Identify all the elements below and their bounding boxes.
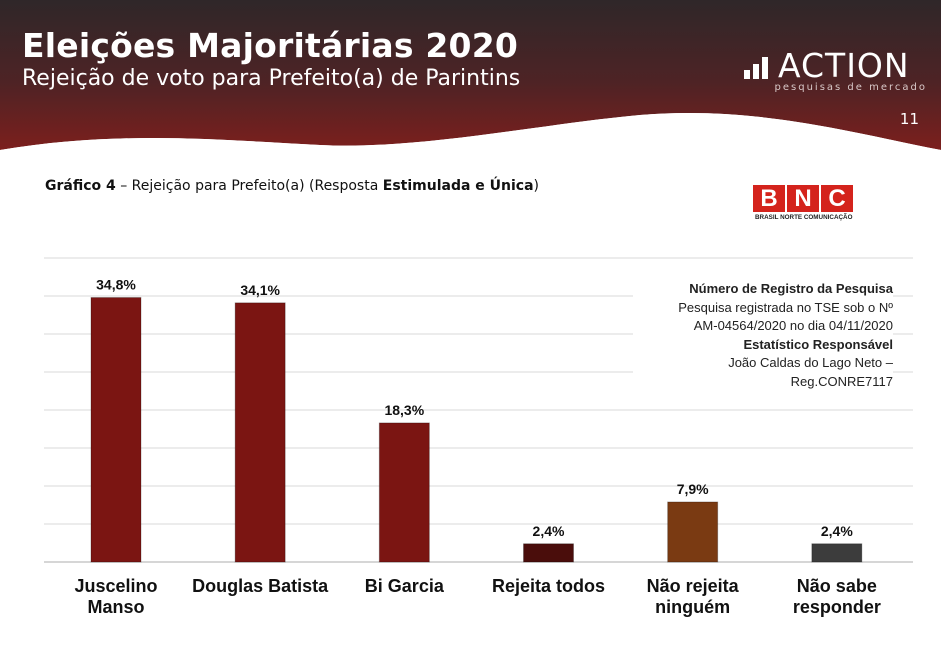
bar (234, 302, 286, 563)
caption-text: – Rejeição para Prefeito(a) (Resposta (115, 178, 383, 194)
caption-prefix: Gráfico 4 (45, 178, 116, 194)
page-title: Eleições Majoritárias 2020 (22, 26, 519, 65)
action-logo: ACTION pesquisas de mercado (744, 46, 929, 96)
data-label: 2,4% (533, 523, 565, 539)
bars-chart-icon (744, 57, 774, 79)
category-label: responder (793, 597, 881, 617)
header-background (0, 0, 941, 165)
category-label: Não rejeita (647, 576, 740, 596)
category-label: ninguém (655, 597, 730, 617)
category-label: Bi Garcia (365, 576, 445, 596)
chart-caption: Gráfico 4 – Rejeição para Prefeito(a) (R… (45, 178, 539, 194)
bar (667, 501, 719, 563)
page-subtitle: Rejeição de voto para Prefeito(a) de Par… (22, 66, 521, 91)
category-label: Manso (87, 597, 144, 617)
registration-box: Número de Registro da Pesquisa Pesquisa … (633, 280, 893, 391)
logo-word: ACTION (778, 46, 910, 85)
bnc-letter-c: C (821, 185, 853, 212)
statistician-heading: Estatístico Responsável (743, 336, 893, 352)
registration-line-2: AM-04564/2020 no dia 04/11/2020 (693, 318, 893, 333)
bnc-logo: B N C BRASIL NORTE COMUNICAÇÃO (753, 185, 853, 225)
bar (811, 543, 863, 563)
category-label: Douglas Batista (192, 576, 329, 596)
registration-heading: Número de Registro da Pesquisa (689, 281, 893, 296)
statistician-reg: Reg.CONRE7117 (790, 373, 893, 389)
bnc-subtitle: BRASIL NORTE COMUNICAÇÃO (755, 214, 853, 221)
caption-suffix: ) (533, 178, 539, 194)
data-label: 34,8% (96, 277, 136, 293)
bar (378, 422, 430, 563)
category-label: Rejeita todos (492, 576, 605, 596)
data-label: 34,1% (240, 282, 280, 298)
category-label: Não sabe (797, 576, 877, 596)
statistician-name: João Caldas do Lago Neto – (728, 355, 893, 370)
data-label: 18,3% (384, 402, 424, 418)
registration-line-1: Pesquisa registrada no TSE sob o Nº (678, 299, 893, 315)
bnc-letter-b: B (753, 185, 785, 212)
bar (90, 297, 142, 563)
bar (523, 543, 574, 563)
category-label: Juscelino (74, 576, 157, 596)
logo-tagline: pesquisas de mercado (774, 82, 927, 93)
data-label: 2,4% (821, 523, 853, 539)
page-number: 11 (899, 110, 919, 128)
data-label: 7,9% (677, 481, 709, 497)
caption-bold: Estimulada e Única (382, 178, 534, 194)
bnc-letter-n: N (787, 185, 819, 212)
